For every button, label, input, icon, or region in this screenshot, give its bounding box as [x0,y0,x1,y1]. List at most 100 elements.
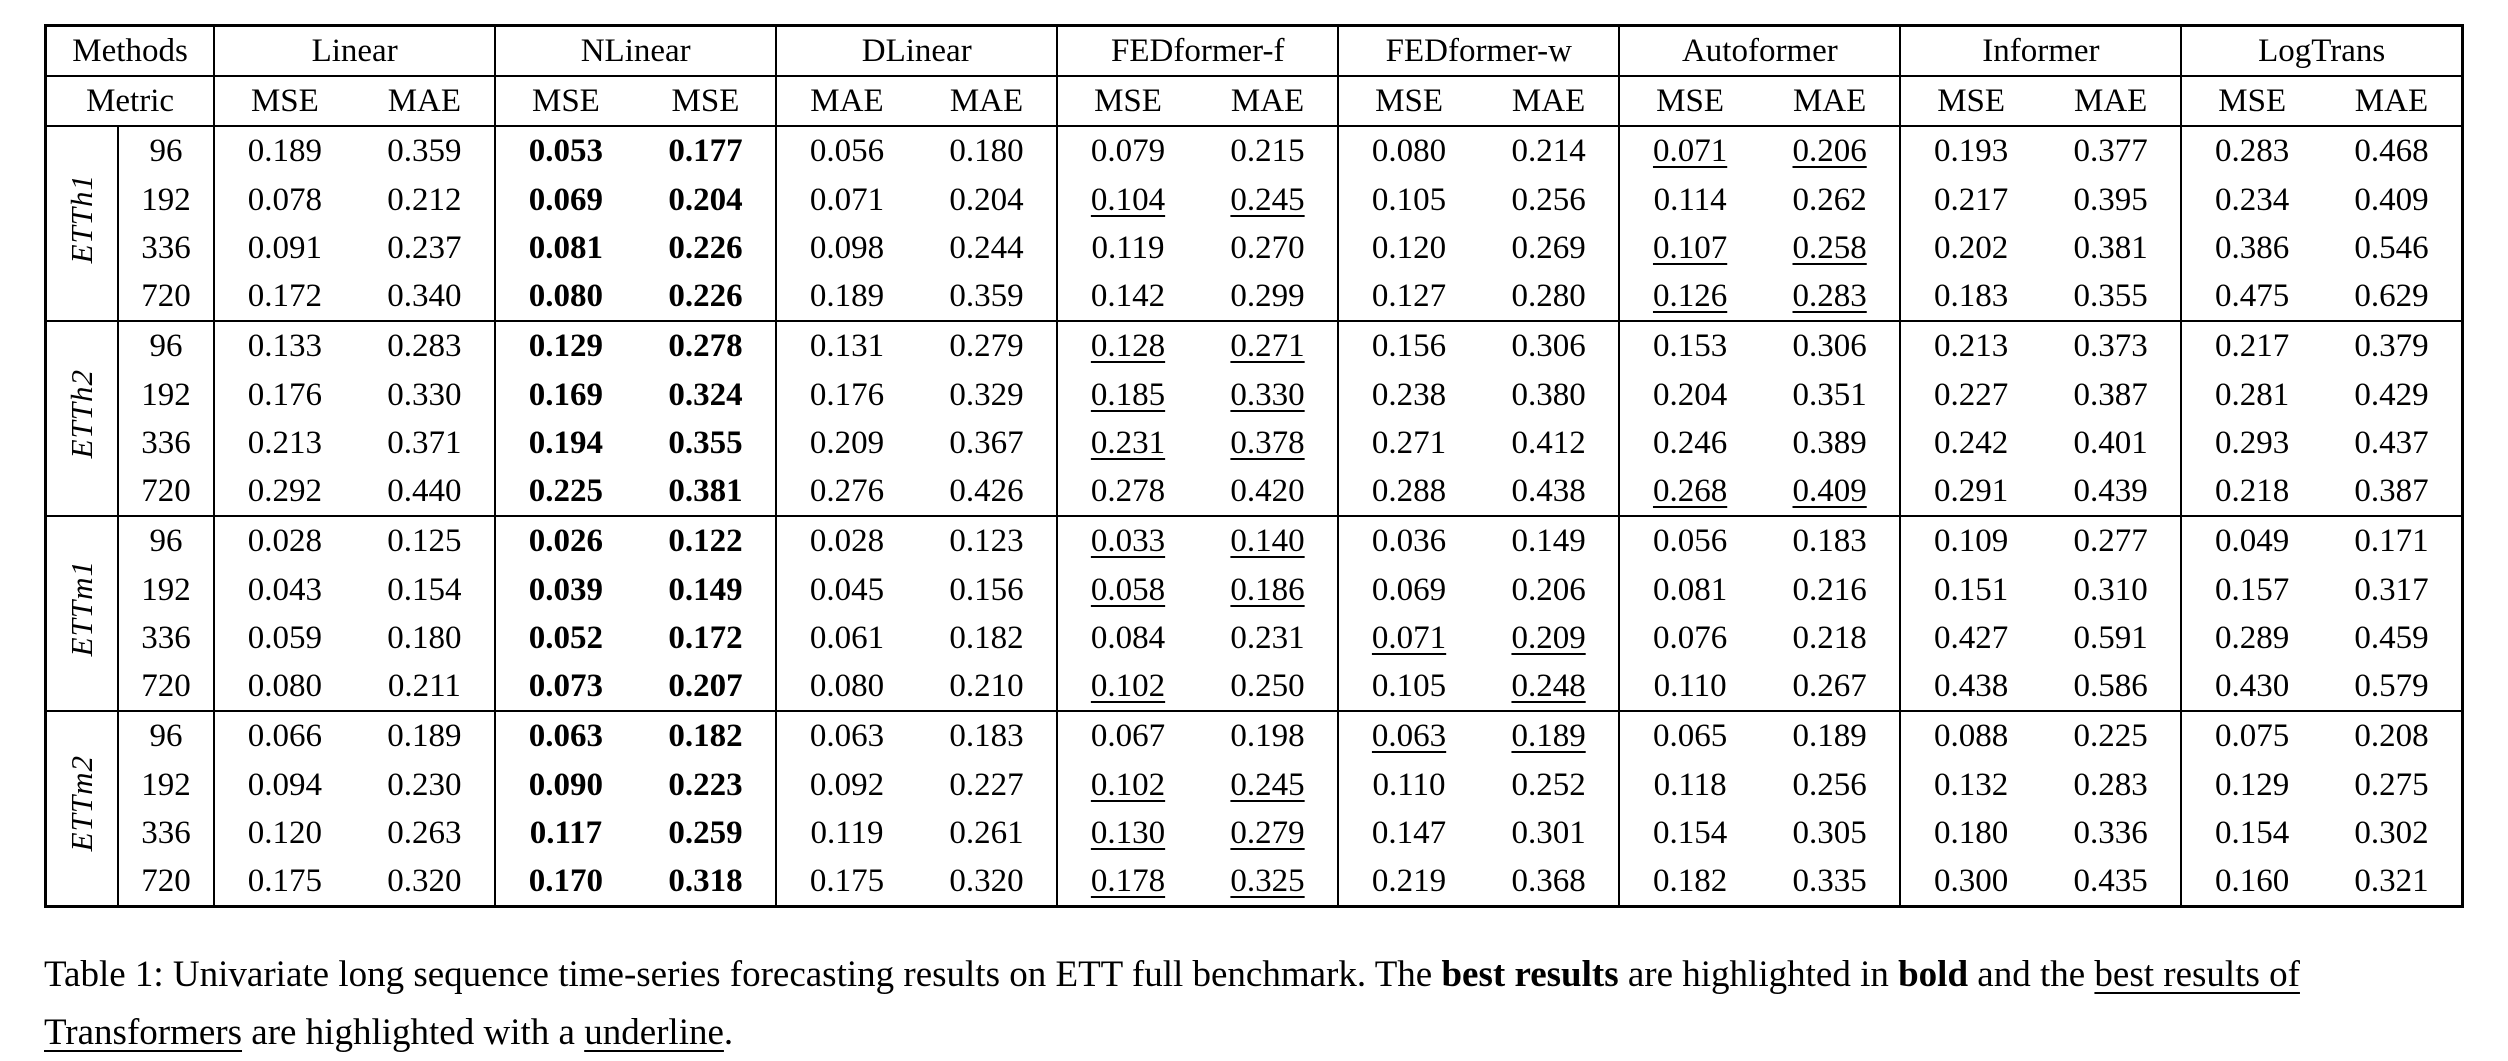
value-cell: 0.080 [775,662,917,712]
value-cell: 0.104 [1056,175,1198,224]
metric-value: 0.380 [1511,376,1586,413]
metric-value: 0.336 [2073,814,2148,851]
metric-value: 0.440 [387,473,462,510]
value-cell: 0.318 [636,857,777,907]
metric-value: 0.427 [1934,619,2009,656]
value-cell: 0.475 [2180,272,2322,322]
metric-value: 0.061 [809,619,885,656]
metric-value: 0.279 [949,328,1024,365]
table-row: 192 0.094 0.230 0.090 0.223 0.092 0.227 0.102 0.… [46,760,2463,809]
value-cell: 0.292 [213,467,355,517]
metric-value: 0.283 [1792,278,1867,315]
metric-value: 0.180 [949,133,1024,170]
metric-value: 0.340 [387,278,462,315]
metric-value: 0.226 [668,229,743,266]
metric-value: 0.053 [528,133,604,170]
metric-value: 0.065 [1652,718,1728,755]
metric-value: 0.207 [668,668,743,705]
metric-value: 0.546 [2354,229,2429,266]
value-cell: 0.299 [1198,272,1339,321]
metric-value: 0.172 [247,278,322,315]
horizon-cell: 96 [116,710,215,761]
metric-value: 0.182 [949,619,1024,656]
results-table: Methods Linear NLinear DLinear FEDformer-f FE… [44,24,2464,909]
value-cell: 0.262 [1760,176,1901,224]
metric-value: 0.373 [2073,328,2148,365]
metric-value: 0.387 [2073,376,2148,413]
value-cell: 0.430 [2180,662,2322,712]
value-cell: 0.073 [494,662,636,712]
metric-value: 0.140 [1230,523,1305,560]
value-cell: 0.244 [917,224,1058,272]
metric-value: 0.102 [1090,766,1166,803]
value-cell: 0.110 [1337,760,1479,809]
metric-value: 0.071 [809,181,885,218]
table-header: Methods Linear NLinear DLinear FEDformer-f FE… [45,25,2463,128]
value-cell: 0.355 [2041,272,2182,321]
metric-value: 0.128 [1090,328,1166,365]
metric-value: 0.269 [1511,229,1586,266]
dataset-cell-etth2: ETTh2 [45,320,118,517]
value-cell: 0.059 [213,613,355,663]
metric-value: 0.283 [2215,133,2290,170]
value-cell: 0.123 [916,515,1058,566]
value-cell: 0.546 [2322,224,2463,272]
value-cell: 0.156 [917,566,1058,614]
value-cell: 0.426 [917,467,1058,516]
value-cell: 0.170 [494,856,636,907]
metric-value: 0.109 [1934,523,2009,560]
value-cell: 0.226 [636,272,777,321]
metric-value: 0.183 [1934,278,2009,315]
metric-value: 0.193 [1934,133,2009,170]
value-cell: 0.355 [636,419,777,467]
value-cell: 0.198 [1197,710,1339,761]
value-cell: 0.098 [775,223,917,273]
value-cell: 0.140 [1197,515,1339,566]
metric-value: 0.293 [2215,424,2290,461]
metric-value: 0.110 [1372,766,1446,803]
value-cell: 0.120 [213,808,355,857]
value-cell: 0.175 [213,856,355,907]
metric-value: 0.231 [1230,619,1305,656]
metric-value: 0.386 [2215,229,2290,266]
value-cell: 0.126 [1618,272,1760,322]
metric-value: 0.176 [247,376,322,413]
value-cell: 0.213 [213,418,355,468]
value-cell: 0.128 [1056,320,1198,371]
horizon-cell: 336 [116,613,215,663]
value-cell: 0.160 [2180,856,2322,907]
value-cell: 0.202 [1899,223,2041,273]
metric-value: 0.245 [1230,181,1305,218]
metric-value: 0.250 [1230,668,1305,705]
method-group-header-dlinear: DLinear [775,25,1058,78]
metric-value: 0.283 [387,328,462,365]
value-cell: 0.079 [1056,125,1198,176]
value-cell: 0.049 [2180,515,2322,566]
value-cell: 0.078 [213,175,355,224]
value-cell: 0.219 [1337,856,1479,907]
value-cell: 0.090 [494,760,636,809]
metric-value: 0.052 [528,619,604,656]
metric-value: 0.063 [1371,718,1447,755]
metric-value: 0.202 [1934,229,2009,266]
value-cell: 0.177 [635,125,777,176]
metric-value: 0.218 [1792,619,1867,656]
metric-value: 0.271 [1371,424,1447,461]
value-cell: 0.277 [2040,515,2182,566]
value-cell: 0.127 [1337,272,1479,322]
metric-value: 0.258 [1792,229,1867,266]
value-cell: 0.378 [1198,419,1339,467]
method-group-header-fedformer-f: FEDformer-f [1056,25,1339,78]
value-cell: 0.063 [775,710,917,761]
table-row: 192 0.078 0.212 0.069 0.204 0.071 0.204 0.104 0.… [46,175,2463,224]
value-cell: 0.283 [1760,272,1901,321]
value-cell: 0.180 [355,614,496,662]
metric-value: 0.426 [949,473,1024,510]
table-row: ETTm2 96 0.066 0.189 0.063 0.182 0.063 0.183 0.0… [45,710,2463,907]
metric-label-cell: MAE [775,76,917,128]
metric-label-cell: MAE [2321,76,2463,128]
value-cell: 0.204 [636,176,777,224]
value-cell: 0.437 [2322,419,2463,467]
value-cell: 0.094 [213,760,355,809]
value-cell: 0.063 [494,710,636,761]
